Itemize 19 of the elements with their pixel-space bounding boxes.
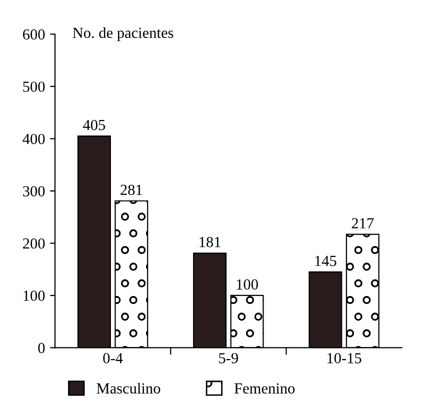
x-tick-label: 0-4	[103, 353, 123, 364]
y-tick-label: 600	[23, 29, 45, 40]
data-label: 217	[352, 218, 374, 228]
y-tick-label: 0	[38, 342, 45, 354]
y-tick-label: 400	[22, 134, 45, 144]
x-tick-label: 5-9	[219, 353, 238, 364]
legend-label: Femenino	[234, 383, 295, 394]
data-label: 181	[200, 236, 220, 248]
y-axis-title: No. de pacientes	[72, 27, 174, 42]
y-tick-label: 200	[23, 238, 45, 249]
y-tick-label: 100	[24, 290, 45, 301]
data-label: 100	[236, 279, 258, 290]
y-tick-label: 500	[23, 82, 45, 92]
data-label: 405	[83, 120, 106, 130]
x-tick-label: 10-15	[328, 353, 362, 364]
legend-label: Masculino	[96, 382, 160, 394]
data-label: 145	[315, 256, 336, 266]
data-label: 281	[120, 184, 142, 195]
y-tick-label: 300	[23, 186, 45, 196]
